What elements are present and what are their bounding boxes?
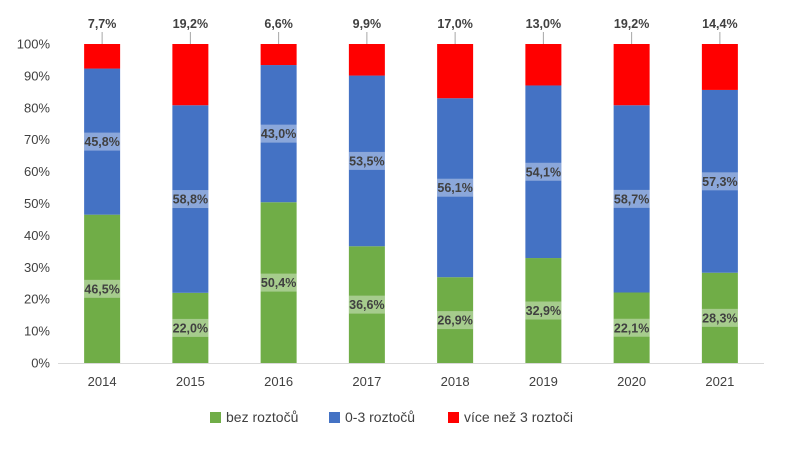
bar-segment-0-3-roztočů-2017: [348, 75, 385, 247]
legend-swatch: [329, 412, 340, 423]
data-label: 17,0%: [437, 17, 472, 31]
data-label: 57,3%: [702, 175, 737, 189]
data-label: 19,2%: [614, 17, 649, 31]
y-tick-label: 80%: [24, 100, 50, 115]
data-label: 46,5%: [84, 282, 119, 296]
x-tick-label: 2017: [352, 374, 381, 389]
data-label: 53,5%: [349, 154, 384, 168]
bar-segment-0-3-roztočů-2014: [84, 68, 121, 215]
bar-segment-více-než-3-roztoči-2016: [260, 44, 297, 66]
bar-segment-více-než-3-roztoči-2017: [348, 44, 385, 76]
bar-segment-0-3-roztočů-2018: [437, 98, 474, 278]
bar-segment-více-než-3-roztoči-2018: [437, 44, 474, 99]
legend-swatch: [448, 412, 459, 423]
legend-label: 0-3 roztočů: [345, 409, 415, 425]
legend: bez roztočů 0-3 roztočů více než 3 roztoči: [210, 409, 573, 425]
bar-segment-bez-roztočů-2020: [613, 292, 650, 363]
bar-segment-bez-roztočů-2019: [525, 258, 562, 363]
data-label-band: [613, 318, 650, 337]
data-label-band: [172, 190, 209, 209]
y-tick-label: 10%: [24, 324, 50, 339]
data-label: 6,6%: [264, 17, 293, 31]
x-tick-label: 2015: [176, 374, 205, 389]
data-label-band: [172, 318, 209, 337]
data-label: 13,0%: [526, 17, 561, 31]
data-label-band: [437, 311, 474, 330]
y-tick-label: 50%: [24, 196, 50, 211]
x-tick-label: 2018: [441, 374, 470, 389]
x-tick-label: 2014: [88, 374, 117, 389]
bar-segment-více-než-3-roztoči-2020: [613, 44, 650, 106]
data-label-band: [613, 189, 650, 208]
data-label: 45,8%: [84, 135, 119, 149]
y-tick-label: 0%: [31, 356, 50, 371]
data-label: 43,0%: [261, 127, 296, 141]
bar-segment-více-než-3-roztoči-2014: [84, 44, 121, 69]
y-tick-label: 30%: [24, 260, 50, 275]
x-tick-label: 2020: [617, 374, 646, 389]
data-label: 58,8%: [173, 193, 208, 207]
legend-swatch: [210, 412, 221, 423]
x-tick-label: 2021: [705, 374, 734, 389]
y-tick-label: 20%: [24, 292, 50, 307]
data-label: 7,7%: [88, 17, 117, 31]
bar-segment-bez-roztočů-2021: [701, 272, 738, 363]
data-label: 28,3%: [702, 311, 737, 325]
data-label: 58,7%: [614, 192, 649, 206]
plot-area: 0% 10% 20% 30% 40% 50% 60% 70% 80% 90% 100% 46,5% 45…: [17, 17, 764, 389]
bar-segment-0-3-roztočů-2021: [701, 89, 738, 273]
data-label-band: [348, 295, 385, 314]
x-tick-label: 2019: [529, 374, 558, 389]
data-label-band: [260, 124, 297, 143]
bar-segment-0-3-roztočů-2016: [260, 65, 297, 203]
bar-segment-více-než-3-roztoči-2015: [172, 44, 209, 106]
data-label: 36,6%: [349, 298, 384, 312]
bar-segment-0-3-roztočů-2020: [613, 105, 650, 293]
legend-label: více než 3 roztoči: [464, 409, 573, 425]
data-label: 19,2%: [173, 17, 208, 31]
y-tick-label: 100%: [17, 37, 51, 52]
data-label-band: [525, 301, 562, 320]
data-label: 32,9%: [526, 304, 561, 318]
data-label: 22,0%: [173, 321, 208, 335]
data-label: 9,9%: [353, 17, 382, 31]
data-label-band: [84, 132, 121, 151]
data-label-band: [525, 162, 562, 181]
data-label-band: [701, 172, 738, 191]
data-label: 26,9%: [437, 314, 472, 328]
bar-segment-bez-roztočů-2017: [348, 246, 385, 363]
x-tick-label: 2016: [264, 374, 293, 389]
y-tick-label: 70%: [24, 132, 50, 147]
data-label: 54,1%: [526, 165, 561, 179]
data-label-band: [348, 151, 385, 170]
legend-label: bez roztočů: [226, 409, 298, 425]
data-label-band: [84, 279, 121, 298]
bar-segment-bez-roztočů-2018: [437, 277, 474, 363]
y-tick-label: 40%: [24, 228, 50, 243]
data-label: 50,4%: [261, 276, 296, 290]
bar-segment-bez-roztočů-2014: [84, 214, 121, 363]
bar-segment-bez-roztočů-2015: [172, 292, 209, 363]
data-label-band: [437, 178, 474, 197]
bar-segment-více-než-3-roztoči-2021: [701, 44, 738, 90]
data-label: 56,1%: [437, 181, 472, 195]
y-tick-label: 90%: [24, 68, 50, 83]
data-label: 14,4%: [702, 17, 737, 31]
data-label: 22,1%: [614, 321, 649, 335]
data-label-band: [260, 273, 297, 292]
bar-segment-0-3-roztočů-2015: [172, 105, 209, 293]
y-tick-label: 60%: [24, 164, 50, 179]
bar-segment-0-3-roztočů-2019: [525, 85, 562, 259]
bar-segment-více-než-3-roztoči-2019: [525, 44, 562, 86]
bar-segment-bez-roztočů-2016: [260, 202, 297, 363]
data-label-band: [701, 308, 738, 327]
